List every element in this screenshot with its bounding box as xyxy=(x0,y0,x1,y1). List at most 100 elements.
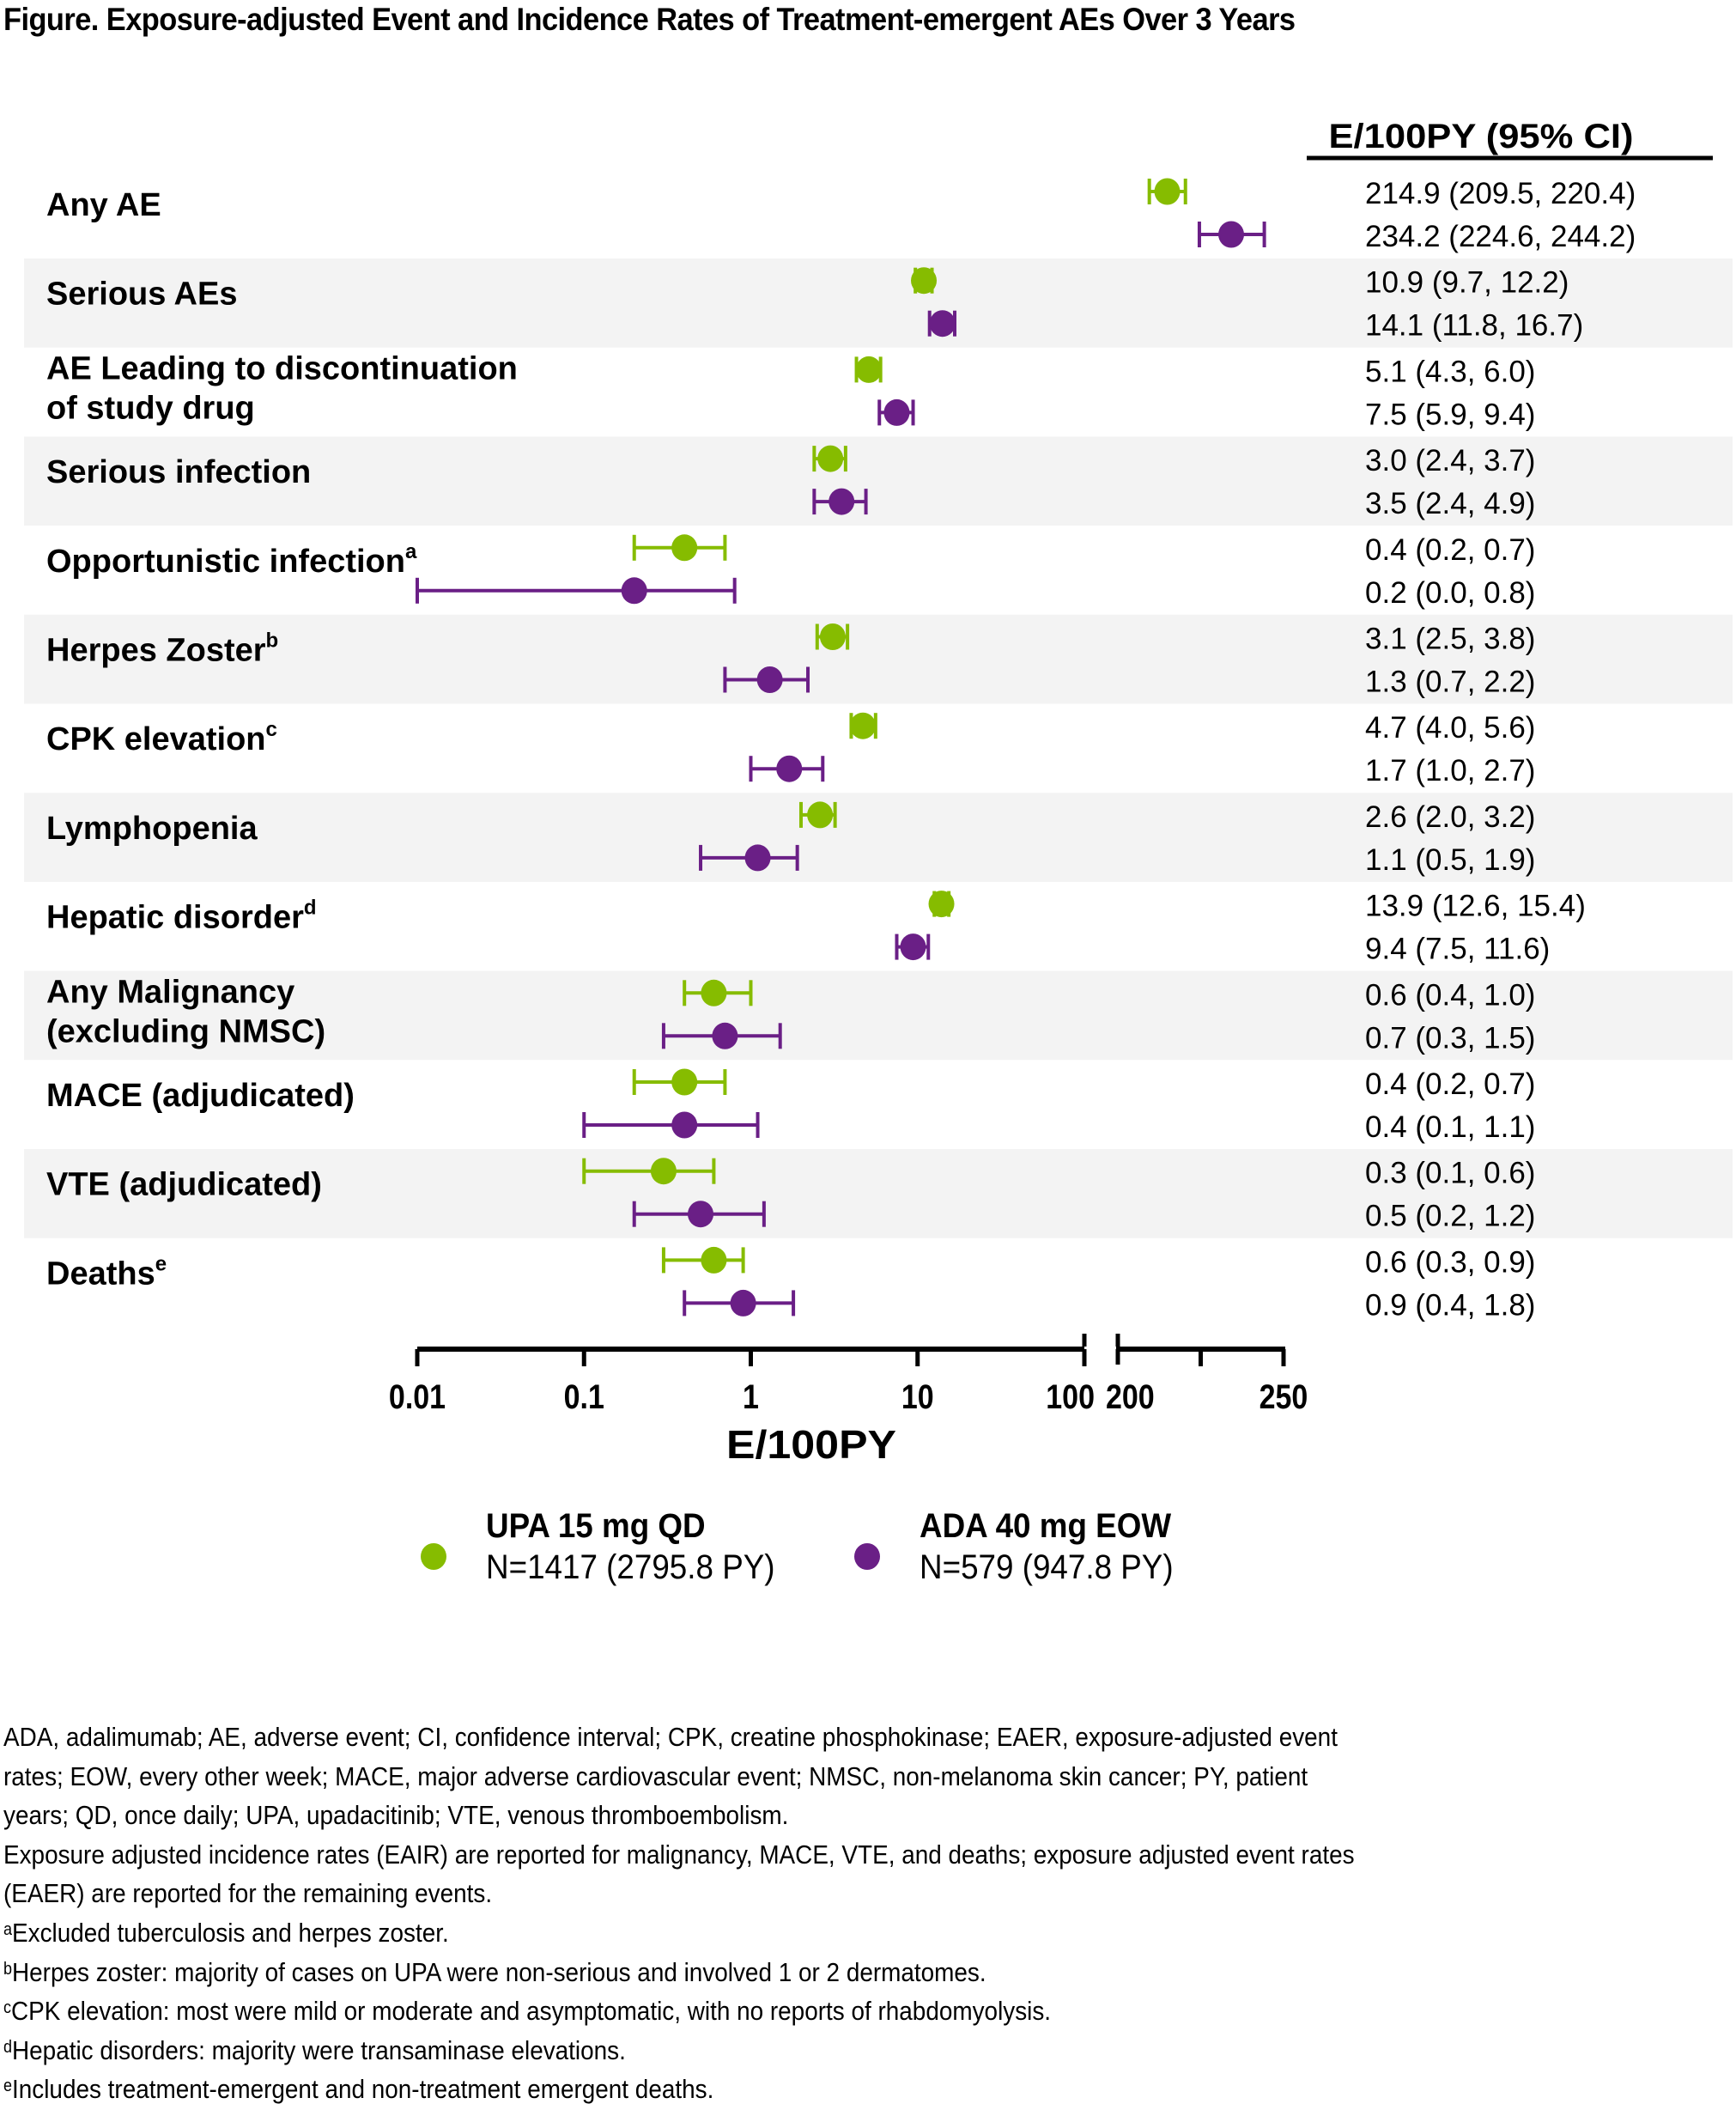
value-label-upa: 10.9 (9.7, 12.2) xyxy=(1365,266,1569,300)
footnote-text: Excluded tuberculosis and herpes zoster. xyxy=(12,1917,449,1948)
footnote-superscript: d xyxy=(304,897,317,920)
footnote-text: CPK elevation: most were mild or moderat… xyxy=(11,1996,1052,2027)
footnote-rates-2: (EAER) are reported for the remaining ev… xyxy=(3,1878,493,1909)
legend-upa-n: N=1417 (2795.8 PY) xyxy=(486,1548,775,1586)
value-label-ada: 0.7 (0.3, 1.5) xyxy=(1365,1021,1535,1055)
category-label: Herpes Zosterb xyxy=(46,629,278,669)
category-label: Opportunistic infectiona xyxy=(46,540,417,580)
point-estimate-upa xyxy=(807,801,834,829)
point-estimate-ada xyxy=(829,488,855,515)
category-label: MACE (adjudicated) xyxy=(46,1078,355,1114)
row-band xyxy=(24,614,1733,704)
value-label-upa: 3.0 (2.4, 3.7) xyxy=(1365,444,1535,477)
figure-title: Figure. Exposure-adjusted Event and Inci… xyxy=(3,2,1296,37)
axis-tick-label: 100 xyxy=(1046,1377,1095,1415)
value-label-ada: 1.3 (0.7, 2.2) xyxy=(1365,666,1535,699)
point-estimate-upa xyxy=(650,1158,677,1185)
axis-tick-label: 250 xyxy=(1260,1377,1308,1415)
point-estimate-ada xyxy=(883,398,910,426)
row-band xyxy=(24,258,1733,348)
value-label-upa: 0.3 (0.1, 0.6) xyxy=(1365,1157,1535,1190)
legend-ada-name: ADA 40 mg EOW xyxy=(920,1507,1172,1545)
footnote-abbrev-1: ADA, adalimumab; AE, adverse event; CI, … xyxy=(3,1722,1338,1752)
footnotes: ADA, adalimumab; AE, adverse event; CI, … xyxy=(3,1718,1549,2109)
axis-tick-label: 0.1 xyxy=(564,1377,604,1415)
point-estimate-upa xyxy=(928,891,955,918)
value-table: 214.9 (209.5, 220.4) 234.2 (224.6, 244.2)… xyxy=(1365,177,1636,1322)
point-estimate-upa xyxy=(819,623,846,650)
footnote-b: bHerpes zoster: majority of cases on UPA… xyxy=(3,1953,1549,1992)
value-label-ada: 0.5 (0.2, 1.2) xyxy=(1365,1200,1535,1233)
footnote-abbrev-2: rates; EOW, every other week; MACE, majo… xyxy=(3,1760,1308,1791)
point-estimate-ada xyxy=(1218,221,1245,248)
category-label: of study drug xyxy=(46,390,255,426)
point-estimate-upa xyxy=(911,267,938,295)
value-label-ada: 7.5 (5.9, 9.4) xyxy=(1365,398,1535,431)
x-axis-title: E/100PY xyxy=(726,1422,896,1467)
point-estimate-upa xyxy=(817,445,844,472)
category-label: Any AE xyxy=(46,187,161,223)
point-estimate-upa xyxy=(855,356,882,383)
point-estimate-ada xyxy=(621,577,647,605)
point-estimate-ada xyxy=(688,1201,714,1228)
footnote-a: aExcluded tuberculosis and herpes zoster… xyxy=(3,1913,1549,1953)
row-band xyxy=(24,970,1733,1061)
table-header: E/100PY (95% CI) xyxy=(1329,118,1634,155)
footnote-mark: a xyxy=(3,1919,13,1939)
value-label-ada: 14.1 (11.8, 16.7) xyxy=(1365,309,1583,343)
category-label: AE Leading to discontinuation xyxy=(46,350,518,386)
category-label: VTE (adjudicated) xyxy=(46,1167,322,1203)
value-label-ada: 234.2 (224.6, 244.2) xyxy=(1365,220,1636,253)
footnote-text: Hepatic disorders: majority were transam… xyxy=(12,2034,626,2065)
value-label-upa: 0.4 (0.2, 0.7) xyxy=(1365,533,1535,567)
footnote-mark: b xyxy=(3,1959,13,1979)
value-label-upa: 0.6 (0.4, 1.0) xyxy=(1365,978,1535,1012)
value-label-upa: 5.1 (4.3, 6.0) xyxy=(1365,355,1535,388)
value-label-upa: 2.6 (2.0, 3.2) xyxy=(1365,800,1535,834)
axis-tick-label: 10 xyxy=(901,1377,934,1415)
data-marks xyxy=(416,178,1266,1316)
category-labels: Any AE Serious AEs AE Leading to discontin… xyxy=(46,187,518,1292)
value-label-ada: 9.4 (7.5, 11.6) xyxy=(1365,933,1550,966)
footnote-text: Includes treatment-emergent and non-trea… xyxy=(12,2074,714,2105)
point-estimate-ada xyxy=(929,310,956,337)
footnote-c: cCPK elevation: most were mild or modera… xyxy=(3,1991,1549,2031)
row-bands xyxy=(24,258,1733,1238)
footnote-e: eIncludes treatment-emergent and non-tre… xyxy=(3,2070,1549,2109)
footnote-superscript: a xyxy=(405,540,417,563)
footnote-d: dHepatic disorders: majority were transa… xyxy=(3,2031,1549,2070)
row-band xyxy=(24,1149,1733,1238)
axis-tick-label: 1 xyxy=(743,1377,759,1415)
point-estimate-ada xyxy=(730,1289,756,1316)
value-label-upa: 0.4 (0.2, 0.7) xyxy=(1365,1067,1535,1101)
point-estimate-ada xyxy=(756,666,783,693)
point-estimate-upa xyxy=(671,534,698,562)
footnote-superscript: c xyxy=(266,718,277,741)
footnote-mark: d xyxy=(3,2037,13,2057)
value-label-upa: 214.9 (209.5, 220.4) xyxy=(1365,177,1636,210)
value-label-ada: 3.5 (2.4, 4.9) xyxy=(1365,487,1535,520)
value-label-ada: 1.1 (0.5, 1.9) xyxy=(1365,843,1535,877)
point-estimate-ada xyxy=(744,844,771,872)
value-label-upa: 13.9 (12.6, 15.4) xyxy=(1365,890,1586,923)
axis-tick-label: 200 xyxy=(1106,1377,1155,1415)
row-band xyxy=(24,793,1733,882)
point-estimate-upa xyxy=(671,1068,698,1096)
value-label-ada: 0.4 (0.1, 1.1) xyxy=(1365,1110,1535,1144)
category-label: Deathse xyxy=(46,1252,167,1292)
legend-ada-n: N=579 (947.8 PY) xyxy=(920,1548,1174,1586)
point-estimate-upa xyxy=(850,712,877,739)
forest-plot: Any AE Serious AEs AE Leading to discontin… xyxy=(24,118,1733,1467)
footnote-superscript: b xyxy=(266,629,279,653)
point-estimate-upa xyxy=(1154,178,1181,205)
point-estimate-upa xyxy=(701,979,727,1006)
value-label-upa: 0.6 (0.3, 0.9) xyxy=(1365,1245,1535,1279)
footnote-mark: c xyxy=(3,1998,11,2018)
value-label-upa: 4.7 (4.0, 5.6) xyxy=(1365,711,1535,745)
row-band xyxy=(24,436,1733,526)
point-estimate-upa xyxy=(701,1246,727,1274)
category-label: Lymphopenia xyxy=(46,811,258,847)
category-label: Serious infection xyxy=(46,454,311,490)
point-estimate-ada xyxy=(900,933,926,961)
legend-dot-ada xyxy=(854,1543,880,1570)
